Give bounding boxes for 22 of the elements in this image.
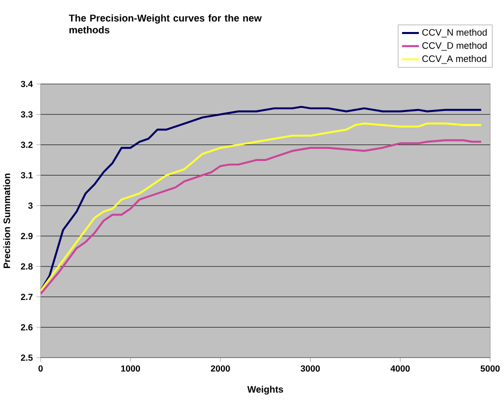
x-tick-label: 3000 [300,365,320,372]
legend-label: CCV_A method [422,55,486,64]
x-axis-title: Weights [247,386,284,394]
x-tick-label: 1000 [121,365,140,372]
y-tick-label: 3.2 [20,142,33,148]
x-tick-label: 4000 [390,365,410,372]
chart-title: The Precision-Weight curves for the new methods [68,14,262,34]
y-tick-label: 3.3 [20,111,33,118]
y-tick-label: 3 [28,202,33,209]
legend-label: CCV_D method [422,42,487,51]
y-tick-label: 2.9 [20,232,33,240]
y-tick-label: 2.7 [20,294,33,300]
x-tick-label: 2000 [210,365,230,372]
legend-label: CCV_N method [422,28,487,38]
y-axis-title: Precision Summation [3,174,10,268]
y-tick-label: 2.5 [20,354,33,361]
y-tick-label: 2.6 [20,324,33,330]
y-tick-label: 2.8 [20,263,33,270]
y-tick-label: 3.4 [20,80,33,88]
y-tick-label: 3.1 [20,172,33,178]
x-tick-label: 5000 [480,365,500,372]
x-tick-label: 0 [38,365,43,372]
